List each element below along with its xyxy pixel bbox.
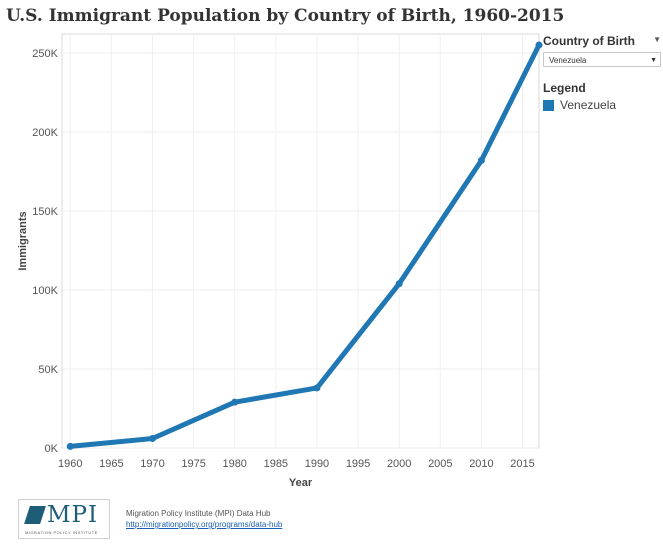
x-tick-label: 2010 <box>469 458 493 470</box>
data-point <box>231 398 239 406</box>
footer: MPI MIGRATION POLICY INSTITUTE Migration… <box>18 497 518 541</box>
x-tick-label: 1990 <box>305 458 329 470</box>
data-point <box>148 435 156 443</box>
chevron-down-icon[interactable]: ▼ <box>650 57 657 64</box>
side-panel: Country of Birth ▼ Venezuela ▼ Legend Ve… <box>543 34 661 112</box>
logo-mark-icon <box>24 506 46 524</box>
logo-subtitle: MIGRATION POLICY INSTITUTE <box>25 530 98 535</box>
country-filter-title[interactable]: Country of Birth ▼ <box>543 34 661 48</box>
country-select[interactable]: Venezuela ▼ <box>543 52 661 67</box>
legend-swatch <box>543 99 554 111</box>
chart-title: U.S. Immigrant Population by Country of … <box>6 6 565 26</box>
y-tick-label: 0K <box>45 443 59 455</box>
x-tick-label: 1980 <box>222 458 246 470</box>
data-point <box>477 156 485 164</box>
filter-menu-caret-icon[interactable]: ▼ <box>653 35 661 44</box>
y-tick-label: 250K <box>32 48 58 60</box>
y-tick-label: 150K <box>32 206 58 218</box>
x-tick-label: 1975 <box>181 458 205 470</box>
legend-item: Venezuela <box>543 98 661 112</box>
x-tick-label: 1960 <box>58 458 82 470</box>
x-tick-label: 1985 <box>264 458 288 470</box>
data-point <box>395 280 403 288</box>
data-point <box>313 384 321 392</box>
y-tick-label: 50K <box>38 364 58 376</box>
legend-title: Legend <box>543 81 586 95</box>
country-filter-label: Country of Birth <box>543 34 635 48</box>
y-axis-label: Immigrants <box>17 211 29 270</box>
logo-text: MPI <box>47 502 99 528</box>
legend-item-label: Venezuela <box>560 98 617 112</box>
data-point <box>66 442 74 450</box>
source-text: Migration Policy Institute (MPI) Data Hu… <box>126 509 271 518</box>
footer-text: Migration Policy Institute (MPI) Data Hu… <box>126 508 282 530</box>
y-tick-label: 200K <box>32 127 58 139</box>
x-axis-label: Year <box>289 477 313 489</box>
mpi-logo: MPI MIGRATION POLICY INSTITUTE <box>18 499 110 539</box>
x-tick-label: 1995 <box>346 458 370 470</box>
country-select-value: Venezuela <box>549 56 587 65</box>
x-tick-label: 2000 <box>387 458 411 470</box>
series-line-venezuela <box>67 42 542 449</box>
x-tick-label: 1965 <box>99 458 123 470</box>
data-hub-link[interactable]: http://migrationpolicy.org/programs/data… <box>126 520 283 529</box>
x-tick-label: 2005 <box>428 458 452 470</box>
data-point <box>535 41 543 49</box>
y-tick-label: 100K <box>32 285 58 297</box>
x-tick-label: 2015 <box>510 458 534 470</box>
x-tick-label: 1970 <box>140 458 164 470</box>
plot-frame <box>61 33 540 449</box>
